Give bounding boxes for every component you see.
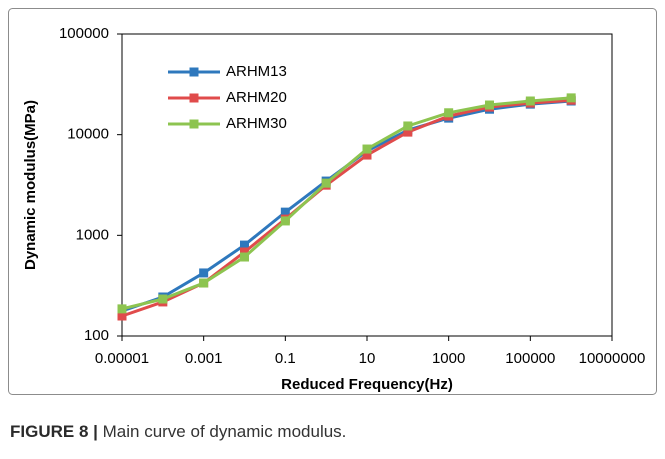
x-tick-label: 0.1 [275, 350, 296, 367]
marker [566, 93, 576, 103]
legend-label: ARHM30 [226, 115, 287, 132]
marker [444, 108, 454, 118]
y-axis-title: Dynamic modulus(MPa) [22, 100, 39, 270]
x-tick-label: 10 [359, 350, 376, 367]
x-tick-label: 10000000 [579, 350, 646, 367]
marker [117, 304, 127, 314]
figure-label: FIGURE 8 | [10, 422, 98, 441]
x-axis-title: Reduced Frequency(Hz) [281, 376, 453, 393]
marker [240, 247, 249, 257]
x-tick-label: 0.00001 [95, 350, 149, 367]
marker [362, 144, 372, 154]
marker [158, 294, 168, 304]
y-tick-label: 100000 [59, 25, 109, 42]
caption-text: Main curve of dynamic modulus. [102, 422, 347, 441]
legend-marker [189, 67, 199, 77]
y-tick-label: 1000 [76, 226, 109, 243]
legend-marker [189, 119, 199, 129]
x-tick-label: 1000 [432, 350, 465, 367]
x-tick-label: 0.001 [185, 350, 223, 367]
marker [403, 127, 413, 137]
series-line [121, 96, 572, 311]
legend-label: ARHM20 [226, 89, 287, 106]
marker [321, 178, 331, 188]
marker [240, 240, 249, 250]
marker [280, 207, 290, 217]
y-tick-label: 10000 [67, 126, 109, 143]
x-tick-label: 100000 [505, 350, 555, 367]
marker [240, 252, 249, 262]
marker [199, 268, 209, 278]
caption: FIGURE 8 | Main curve of dynamic modulus… [10, 422, 346, 442]
marker [117, 311, 127, 321]
marker [525, 96, 535, 106]
marker [362, 150, 372, 160]
y-tick-label: 100 [84, 327, 109, 344]
legend-label: ARHM13 [226, 63, 287, 80]
chart: Reduced Frequency(Hz) Dynamic modulus(MP… [8, 8, 657, 395]
legend-marker [189, 93, 199, 103]
marker [280, 216, 290, 226]
marker [403, 121, 413, 131]
marker [199, 278, 209, 288]
marker [485, 100, 494, 110]
